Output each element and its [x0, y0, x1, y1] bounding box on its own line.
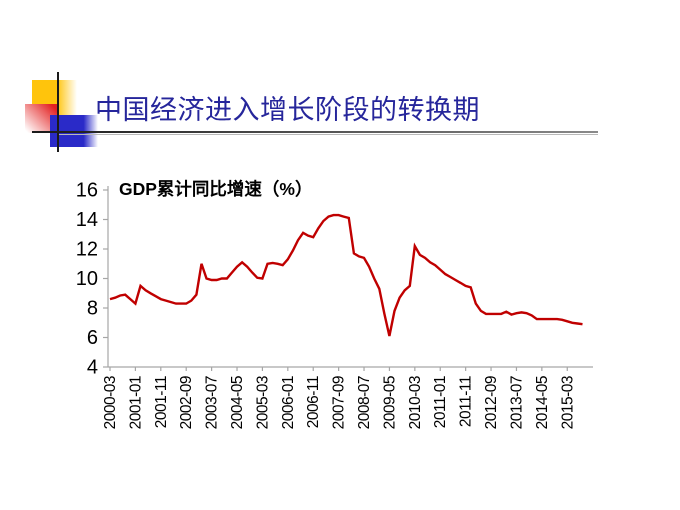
- x-tick-label: 2011-11: [458, 376, 475, 427]
- x-tick-label: 2006-01: [280, 376, 297, 429]
- x-tick-label: 2000-03: [102, 376, 119, 429]
- vertical-line-decoration: [57, 72, 59, 152]
- y-tick-label: 4: [87, 357, 98, 379]
- axes: [103, 186, 593, 371]
- x-tick-label: 2007-09: [331, 376, 348, 429]
- chart-title: GDP累计同比增速（%）: [119, 179, 313, 199]
- x-tick-label: 2002-09: [178, 376, 195, 429]
- x-tick-label: 2014-05: [534, 376, 551, 429]
- y-tick-label: 6: [87, 327, 98, 349]
- x-tick-label: 2006-11: [305, 376, 322, 428]
- x-tick-label: 2010-03: [407, 376, 424, 429]
- x-tick-label: 2001-01: [127, 376, 144, 429]
- y-tick-label: 8: [87, 298, 98, 320]
- x-tick-label: 2004-05: [229, 376, 246, 429]
- gdp-growth-line: [109, 213, 583, 337]
- y-tick-label: 16: [76, 180, 98, 202]
- x-tick-label: 2001-11: [153, 376, 170, 428]
- x-tick-label: 2015-03: [559, 376, 576, 429]
- x-tick-label: 2009-05: [381, 376, 398, 429]
- slide-title: 中国经济进入增长阶段的转换期: [95, 95, 480, 125]
- x-tick-label: 2013-07: [508, 376, 525, 429]
- y-tick-label: 12: [76, 239, 98, 261]
- x-tick-label: 2008-07: [356, 376, 373, 429]
- y-tick-label: 14: [76, 209, 98, 231]
- title-underline: [32, 131, 598, 133]
- x-tick-label: 2011-01: [432, 376, 449, 428]
- x-tick-label: 2003-07: [204, 376, 221, 429]
- x-tick-label: 2005-03: [254, 376, 271, 429]
- x-tick-label: 2012-09: [483, 376, 500, 429]
- y-tick-label: 10: [76, 268, 98, 290]
- title-underline-shadow: [58, 134, 598, 135]
